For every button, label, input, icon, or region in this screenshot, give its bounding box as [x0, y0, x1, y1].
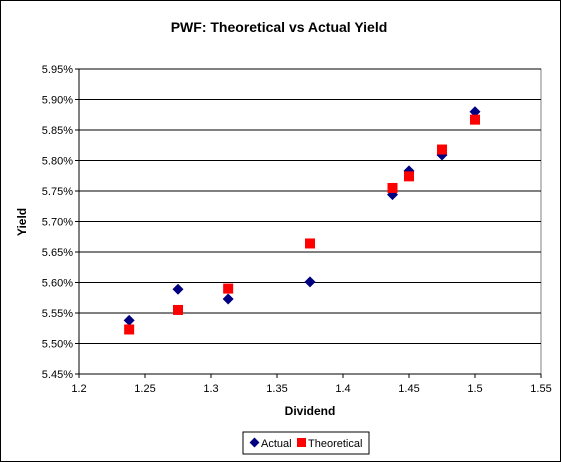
y-tick-label: 5.70% [42, 217, 73, 229]
theoretical-point [387, 182, 398, 193]
y-tick-label: 5.75% [42, 186, 73, 198]
theoretical-point [470, 114, 480, 125]
y-tick-label: 5.65% [42, 247, 73, 259]
actual-point [469, 106, 481, 118]
y-tick-label: 5.50% [42, 339, 73, 351]
y-tick-label: 5.85% [42, 125, 73, 137]
y-axis-title: Yield [15, 208, 29, 236]
theoretical-point [173, 304, 183, 315]
theoretical-point [437, 144, 447, 155]
y-tick-label: 5.95% [42, 64, 73, 76]
y-tick-label: 5.90% [42, 95, 73, 107]
y-tick-label: 5.55% [42, 308, 73, 320]
legend-theoretical-label: Theoretical [308, 438, 362, 450]
x-axis-title: Dividend [285, 404, 336, 418]
actual-point [304, 276, 316, 288]
x-tick-label: 1.45 [398, 383, 419, 395]
x-axis: 1.2 1.25 1.3 1.35 1.4 1.45 1.5 1.55 [71, 373, 552, 395]
legend: Actual Theoretical [242, 431, 370, 455]
y-axis: 5.45% 5.50% 5.55% 5.60% 5.65% 5.70% 5.75% 5.80%… [42, 64, 80, 381]
legend-actual-marker [249, 437, 260, 448]
theoretical-point [305, 238, 315, 249]
theoretical-point [223, 283, 234, 294]
x-tick-label: 1.3 [203, 383, 218, 395]
x-tick-label: 1.55 [530, 383, 551, 395]
x-tick-label: 1.2 [71, 383, 86, 395]
chart-title: PWF: Theoretical vs Actual Yield [171, 19, 388, 35]
actual-point [222, 293, 234, 305]
y-tick-label: 5.45% [42, 369, 73, 381]
legend-theoretical-marker [297, 438, 306, 447]
data-markers [123, 106, 481, 335]
y-tick-label: 5.80% [42, 156, 73, 168]
actual-point [123, 314, 135, 326]
theoretical-point [404, 171, 414, 182]
y-tick-label: 5.60% [42, 278, 73, 290]
x-tick-label: 1.4 [335, 383, 350, 395]
legend-actual-label: Actual [261, 438, 292, 450]
theoretical-point [124, 324, 135, 335]
x-tick-label: 1.5 [467, 383, 482, 395]
actual-point [172, 283, 184, 295]
x-tick-label: 1.35 [266, 383, 287, 395]
x-tick-label: 1.25 [134, 383, 155, 395]
